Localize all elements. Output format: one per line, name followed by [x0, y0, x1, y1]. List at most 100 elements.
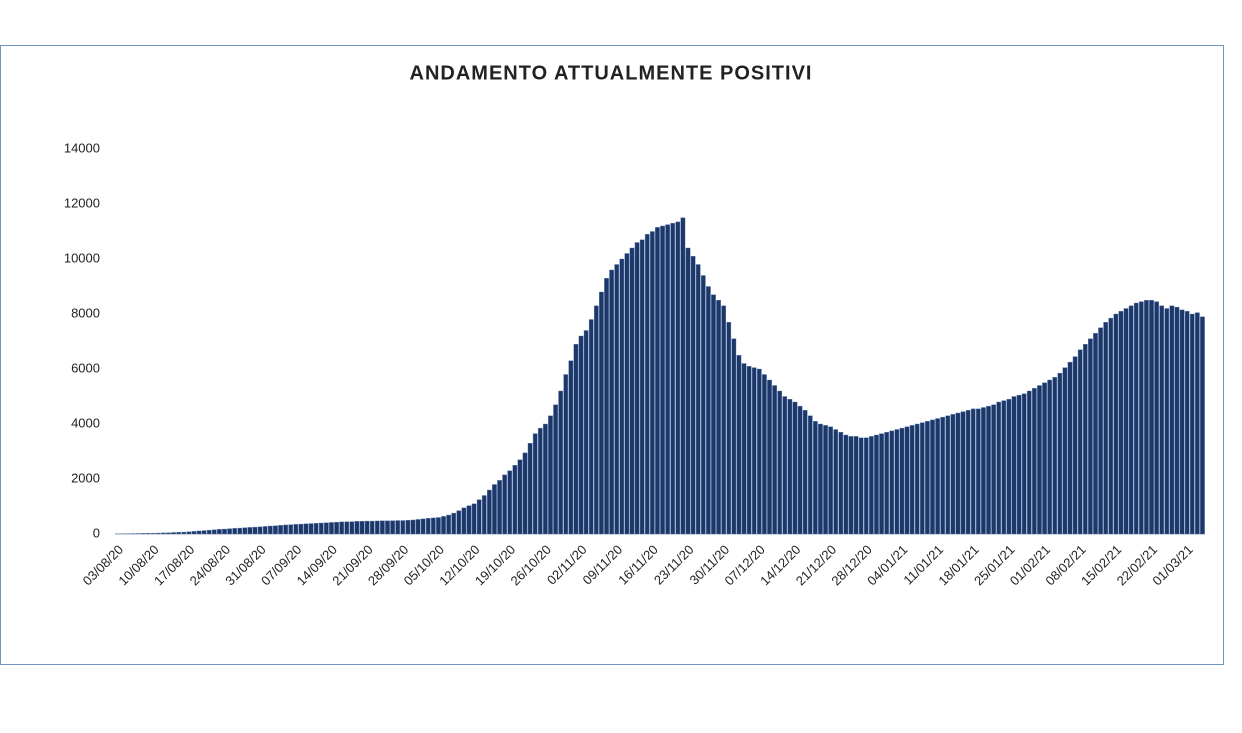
bar — [762, 374, 767, 535]
bar — [1072, 356, 1078, 535]
bar — [1067, 361, 1073, 535]
bar — [196, 530, 202, 535]
bar — [843, 434, 849, 535]
bar — [1077, 349, 1083, 535]
bar — [818, 423, 823, 535]
bar — [268, 525, 273, 535]
bar — [629, 247, 635, 535]
bar — [914, 423, 920, 535]
bar — [930, 419, 935, 535]
bar — [746, 366, 752, 535]
bar — [848, 436, 854, 535]
bar — [690, 256, 696, 535]
bar — [517, 459, 523, 535]
bar — [772, 385, 777, 535]
bar — [461, 507, 467, 535]
bar — [675, 221, 681, 535]
bar — [1144, 300, 1149, 535]
bar — [945, 415, 951, 535]
bar — [507, 470, 513, 535]
bar — [278, 525, 283, 535]
bar — [716, 300, 721, 535]
bar — [1011, 396, 1017, 535]
bar — [334, 521, 339, 535]
bar — [191, 531, 197, 535]
bar — [303, 523, 309, 535]
bar — [155, 532, 161, 535]
bar — [970, 408, 976, 535]
bar — [135, 533, 141, 535]
bar — [609, 269, 614, 535]
bar — [756, 368, 762, 535]
bar — [935, 418, 940, 535]
bar — [991, 404, 996, 535]
bar — [1052, 377, 1058, 535]
bar — [863, 437, 869, 535]
bar — [1057, 372, 1063, 535]
bar — [527, 443, 533, 535]
bar — [558, 390, 564, 535]
bar — [288, 524, 294, 535]
bar — [487, 489, 492, 535]
bar — [400, 520, 406, 535]
bar — [828, 426, 833, 535]
bar — [1098, 327, 1103, 535]
bar — [420, 518, 426, 535]
bar — [869, 436, 874, 535]
bar — [318, 522, 324, 535]
bar — [813, 421, 818, 535]
bar — [853, 436, 859, 535]
bar — [166, 532, 171, 535]
bar — [950, 414, 956, 535]
bar — [1047, 379, 1052, 535]
bar — [456, 510, 462, 535]
bar — [145, 533, 151, 535]
bar — [1108, 317, 1114, 535]
bar — [894, 429, 900, 535]
bar — [222, 528, 227, 535]
bar — [711, 294, 716, 535]
bar — [874, 434, 879, 535]
bar — [313, 523, 319, 535]
bar — [553, 404, 558, 535]
bar — [1174, 306, 1180, 535]
bar — [726, 322, 732, 535]
y-tick-label: 4000 — [71, 415, 100, 430]
bar — [431, 517, 436, 535]
bar — [1037, 385, 1042, 535]
bar — [339, 521, 344, 535]
bar — [823, 425, 828, 535]
bar — [767, 379, 772, 535]
bar — [563, 374, 569, 535]
bar — [665, 224, 670, 535]
bar — [354, 521, 360, 535]
bar — [1133, 302, 1139, 535]
bar — [685, 247, 691, 535]
bar — [497, 480, 502, 535]
bar — [578, 335, 584, 535]
bar — [660, 225, 665, 535]
bar — [466, 505, 472, 535]
bar — [644, 234, 650, 535]
bar — [986, 405, 991, 535]
bar — [706, 286, 711, 535]
bar — [670, 223, 676, 535]
bar — [1169, 305, 1175, 535]
bar — [955, 412, 961, 535]
bar — [385, 520, 390, 535]
bar — [374, 520, 380, 535]
bar — [252, 526, 258, 535]
bar — [257, 526, 263, 535]
bar — [364, 520, 370, 535]
bar — [940, 416, 946, 535]
bar — [349, 521, 355, 535]
bar — [568, 360, 574, 535]
bar — [298, 523, 304, 535]
bar — [624, 253, 630, 535]
bar — [1032, 388, 1037, 535]
bar — [537, 427, 543, 535]
bar — [1006, 399, 1012, 535]
bar — [919, 422, 925, 535]
bar — [283, 524, 288, 535]
bar — [1123, 308, 1129, 535]
